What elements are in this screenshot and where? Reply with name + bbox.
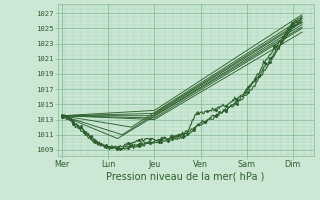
X-axis label: Pression niveau de la mer( hPa ): Pression niveau de la mer( hPa ) — [107, 172, 265, 182]
